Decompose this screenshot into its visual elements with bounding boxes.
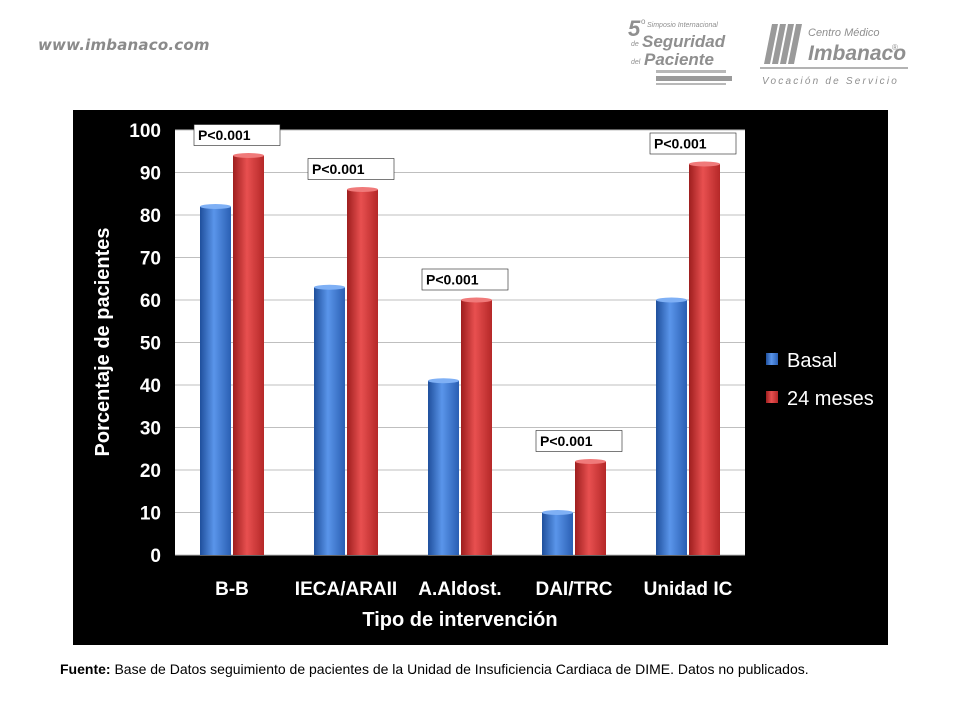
y-tick-label-10: 10 — [140, 504, 161, 525]
y-tick-label-80: 80 — [140, 206, 161, 227]
symposium-logo-number: 5 — [628, 16, 641, 41]
bars — [200, 153, 720, 555]
bar-basal-1 — [314, 287, 345, 555]
bar-cap-1-0 — [233, 153, 264, 158]
bar-chart: P<0.001 P<0.001 P<0.001 P<0.001 P<0.001 0 10 2… — [92, 121, 874, 631]
p-value-box-4 — [649, 132, 737, 155]
y-tick-label-40: 40 — [140, 376, 161, 397]
p-value-box-1 — [307, 158, 395, 180]
legend-swatch-basal — [766, 353, 778, 365]
bar-cap-1-2 — [461, 297, 492, 303]
bar-basal-4 — [656, 300, 687, 555]
x-tick-labels: B-B IECA/ARAII A.Aldost. DAI/TRC Unidad IC — [215, 579, 732, 600]
symposium-logo: 5 o Simposio Internacional de Seguridad … — [628, 16, 732, 85]
y-tick-label-100: 100 — [129, 121, 161, 142]
bar-24-meses-4 — [689, 164, 720, 555]
x-tick-label-0: B-B — [215, 579, 249, 600]
bar-cap-0-0 — [200, 204, 231, 209]
y-tick-label-60: 60 — [140, 291, 161, 312]
imbanaco-emblem-icon — [764, 24, 802, 64]
imbanaco-logo-line2: Imbanaco — [808, 42, 906, 65]
y-tick-label-20: 20 — [140, 461, 161, 482]
x-tick-label-4: Unidad IC — [644, 579, 733, 600]
bar-basal-0 — [200, 206, 231, 555]
bar-basal-2 — [428, 380, 459, 555]
p-value-box-0 — [193, 124, 281, 146]
bar-24-meses-2 — [461, 300, 492, 555]
imbanaco-logo-registered: ® — [892, 43, 898, 52]
symposium-logo-line1: Simposio Internacional — [647, 22, 718, 29]
y-tick-label-0: 0 — [150, 546, 161, 567]
x-tick-label-1: IECA/ARAII — [295, 579, 397, 600]
grid-lines — [175, 129, 745, 556]
bar-cap-0-3 — [542, 510, 573, 515]
symposium-logo-superscript: o — [641, 17, 646, 26]
bar-24-meses-1 — [347, 189, 378, 555]
bar-cap-1-3 — [575, 459, 606, 464]
footnote-label: Fuente: — [60, 661, 111, 677]
p-value-label-3: P<0.001 — [540, 433, 593, 449]
bar-cap-0-1 — [314, 284, 345, 290]
y-tick-label-70: 70 — [140, 249, 161, 270]
bar-cap-0-2 — [428, 378, 459, 384]
bar-cap-0-4 — [656, 297, 687, 303]
p-value-label-1: P<0.001 — [312, 161, 365, 177]
p-value-label-0: P<0.001 — [198, 127, 251, 143]
x-axis-label: Tipo de intervención — [362, 609, 557, 631]
p-value-label-4: P<0.001 — [654, 136, 707, 152]
bar-24-meses-0 — [233, 155, 264, 555]
site-url[interactable]: www.imbanaco.com — [38, 36, 210, 54]
symposium-logo-subtitle-line — [656, 70, 726, 73]
legend: Basal 24 meses — [766, 350, 874, 410]
p-value-box-2 — [421, 268, 509, 291]
y-tick-label-30: 30 — [140, 419, 161, 440]
x-tick-label-3: DAI/TRC — [535, 579, 612, 600]
footnote-text: Base de Datos seguimiento de pacientes d… — [110, 661, 809, 677]
legend-swatch-24-meses — [766, 391, 778, 403]
annotations: P<0.001 P<0.001 P<0.001 P<0.001 P<0.001 — [193, 124, 737, 452]
y-tick-label-90: 90 — [140, 164, 161, 185]
legend-label-basal: Basal — [787, 350, 837, 372]
bar-cap-1-4 — [689, 161, 720, 167]
x-tick-label-2: A.Aldost. — [418, 579, 501, 600]
symposium-logo-date-band — [656, 76, 732, 81]
p-value-box-3 — [535, 430, 623, 452]
imbanaco-logo-tagline: Vocación de Servicio — [762, 76, 899, 87]
symposium-logo-line3: Seguridad — [642, 32, 726, 51]
legend-label-24-meses: 24 meses — [787, 388, 874, 410]
imbanaco-logo-line1: Centro Médico — [808, 27, 880, 39]
bar-basal-3 — [542, 512, 573, 555]
y-axis-label: Porcentaje de pacientes — [92, 228, 114, 457]
symposium-logo-venue-line — [656, 83, 726, 85]
symposium-logo-line5: Paciente — [644, 50, 714, 69]
symposium-logo-line4: del — [631, 59, 641, 66]
imbanaco-logo: Centro Médico Imbanaco ® Vocación de Ser… — [760, 24, 908, 87]
p-value-label-2: P<0.001 — [426, 272, 479, 288]
y-tick-label-50: 50 — [140, 334, 161, 355]
bar-cap-1-1 — [347, 187, 378, 192]
bar-24-meses-3 — [575, 461, 606, 555]
source-footnote: Fuente: Base de Datos seguimiento de pac… — [60, 661, 940, 677]
y-tick-labels: 0 10 20 30 40 50 60 70 80 90 100 — [129, 121, 161, 567]
chart-panel: P<0.001 P<0.001 P<0.001 P<0.001 P<0.001 0 10 2… — [73, 110, 888, 645]
symposium-logo-line2: de — [631, 41, 639, 48]
